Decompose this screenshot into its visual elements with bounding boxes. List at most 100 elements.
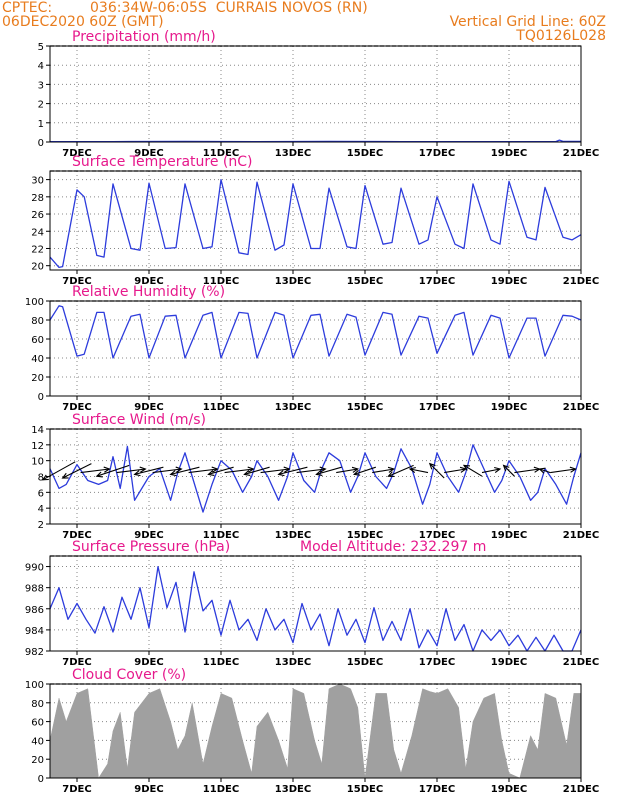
y-tick-label: 22 [31,244,44,255]
wind-vector-head [243,469,251,476]
x-tick-label: 11DEC [203,784,239,795]
wind-vector [388,464,414,477]
wind-vector [260,468,290,474]
wind-vector-head [569,466,577,473]
x-tick-label: 17DEC [419,276,455,287]
panel-frame [49,428,582,525]
y-tick-label: 100 [25,297,44,308]
y-tick-label: 26 [31,210,44,221]
x-tick-label: 19DEC [491,530,527,541]
wind-vector [278,466,308,475]
wind-vector-head [139,466,147,473]
wind-vector [444,468,466,474]
x-tick-label: 7DEC [62,784,91,795]
y-tick-label: 40 [31,736,44,747]
y-tick-label: 20 [31,373,44,384]
y-tick-label: 20 [31,755,44,766]
wind-vector-head [351,466,360,473]
header-grid-note: Vertical Grid Line: 60Z [449,14,606,30]
wind-vector-head [319,466,327,473]
y-tick-label: 80 [31,699,44,710]
y-tick-label: 0 [38,138,44,149]
y-tick-label: 24 [31,227,44,238]
x-tick-label: 11DEC [203,402,239,413]
x-tick-label: 19DEC [491,276,527,287]
y-tick-label: 60 [31,335,44,346]
wind-vector [42,461,76,481]
panel-annotation: Model Altitude: 232.297 m [300,539,486,555]
header-code: TQ0126L028 [516,28,606,44]
x-tick-label: 13DEC [275,530,311,541]
y-tick-label: 984 [25,626,44,637]
wind-vector [96,464,130,477]
wind-vector [550,468,576,474]
y-tick-label: 6 [38,488,44,499]
y-tick-label: 986 [25,605,44,616]
x-tick-label: 9DEC [134,530,163,541]
panel-title: Cloud Cover (%) [72,667,186,683]
y-tick-label: 988 [25,584,44,595]
x-tick-label: 9DEC [134,148,163,159]
wind-vector-head [494,466,502,474]
wind-vector-head [462,464,471,471]
x-tick-label: 21DEC [563,402,599,413]
x-tick-label: 11DEC [203,530,239,541]
x-tick-label: 15DEC [347,402,383,413]
y-tick-label: 14 [31,425,44,436]
wind-vector [514,468,540,474]
y-tick-label: 0 [38,392,44,403]
panel-frame [49,555,582,652]
x-tick-label: 15DEC [347,148,383,159]
y-tick-label: 990 [25,563,44,574]
x-tick-label: 21DEC [563,530,599,541]
wind-vector-head [387,471,395,478]
series-line [49,444,582,513]
x-tick-label: 11DEC [203,148,239,159]
wind-vector-head [247,466,255,473]
panel-title: Surface Wind (m/s) [72,412,206,428]
x-tick-label: 9DEC [134,784,163,795]
y-tick-label: 3 [38,80,44,91]
x-tick-label: 19DEC [491,657,527,668]
panel-title: Surface Pressure (hPa) [72,539,230,555]
x-tick-label: 11DEC [203,276,239,287]
header-location: 036:34W-06:05S CURRAIS NOVOS (RN) [90,0,368,16]
x-tick-label: 7DEC [62,657,91,668]
y-tick-label: 40 [31,354,44,365]
wind-vector [336,468,358,474]
x-tick-label: 21DEC [563,276,599,287]
wind-vector-head [211,466,219,473]
wind-vector-head [353,469,361,476]
wind-vector [224,468,254,474]
y-tick-label: 4 [38,61,44,72]
x-tick-label: 9DEC [134,657,163,668]
wind-vector [354,466,376,475]
panel-title: Relative Humidity (%) [72,284,225,300]
wind-vector-head [283,466,291,473]
panel-title: Precipitation (mm/h) [72,29,216,45]
wind-vector-head [428,462,436,470]
y-tick-label: 28 [31,193,44,204]
wind-vector-head [387,466,396,473]
x-tick-label: 21DEC [563,148,599,159]
x-tick-label: 15DEC [347,784,383,795]
wind-vector [481,468,501,474]
wind-vector [539,468,551,474]
wind-vector-head [502,464,510,472]
x-tick-label: 19DEC [491,784,527,795]
y-tick-label: 20 [31,262,44,273]
wind-vector-head [41,474,49,481]
y-tick-label: 100 [25,680,44,691]
wind-vector [503,465,515,477]
series-line [49,178,582,269]
wind-vector [244,466,270,475]
y-tick-label: 2 [38,520,44,531]
panel-frame [49,45,582,143]
wind-vector [134,466,164,475]
x-tick-label: 21DEC [563,784,599,795]
x-tick-label: 7DEC [62,276,91,287]
wind-vector-head [61,472,69,479]
x-tick-label: 13DEC [275,402,311,413]
x-tick-label: 17DEC [419,530,455,541]
